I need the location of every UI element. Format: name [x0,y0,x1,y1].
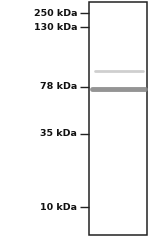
Text: 250 kDa: 250 kDa [34,9,77,18]
Text: 130 kDa: 130 kDa [34,23,77,32]
Text: 10 kDa: 10 kDa [40,203,77,212]
Bar [89,2,147,235]
Text: 78 kDa: 78 kDa [40,82,77,91]
Text: 35 kDa: 35 kDa [40,129,77,138]
